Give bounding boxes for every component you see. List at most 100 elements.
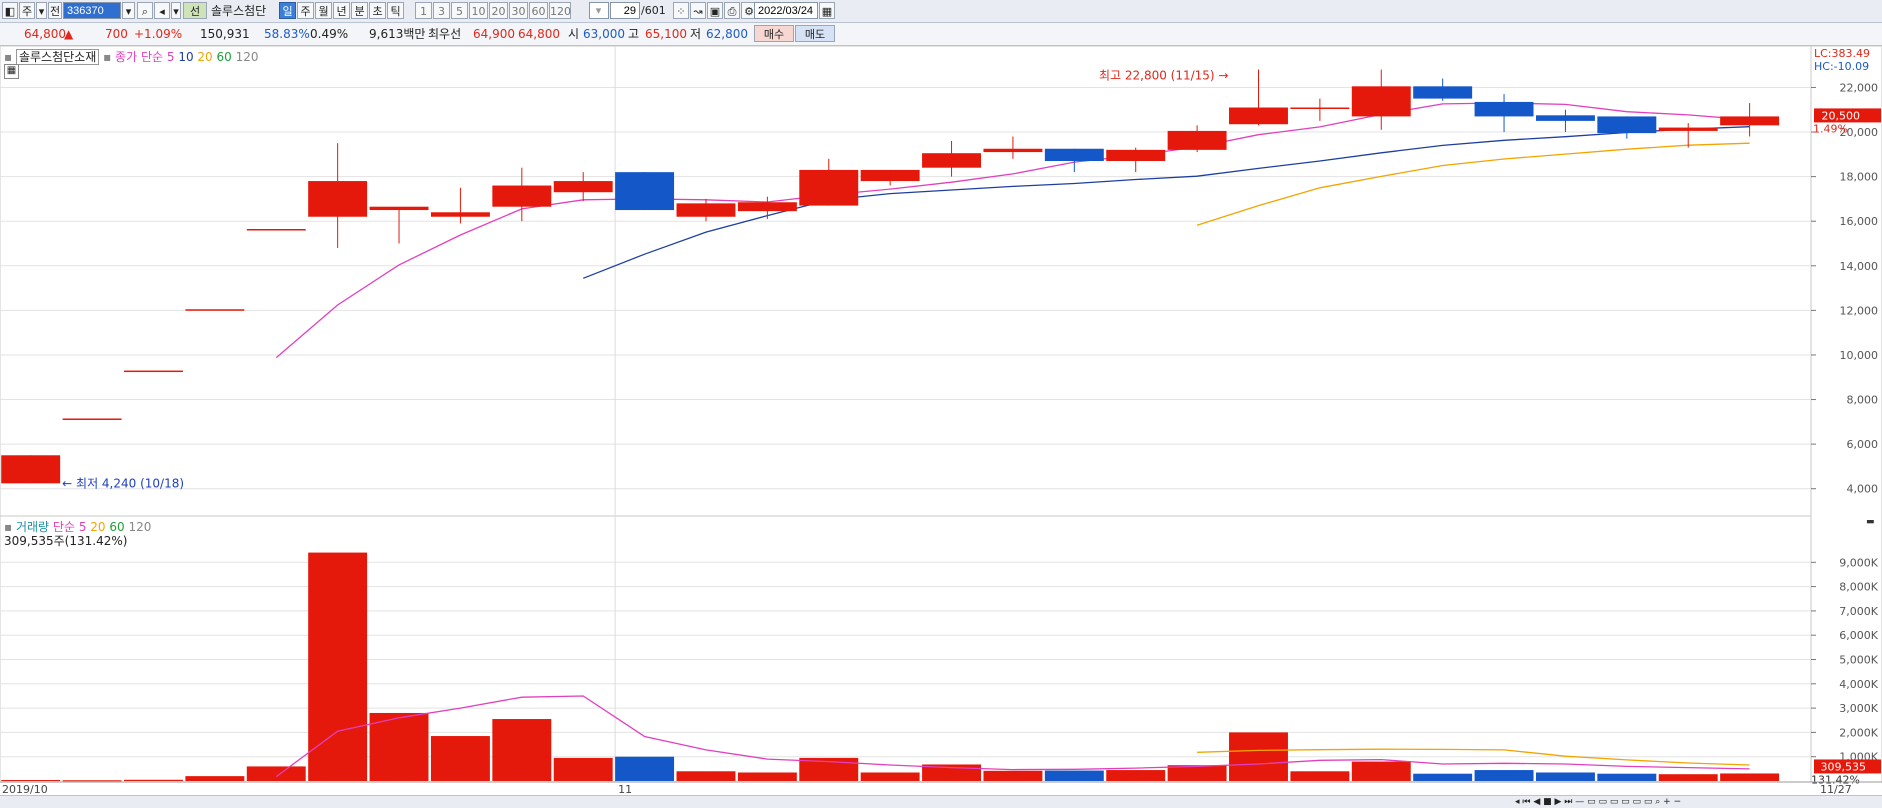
interval-button-20[interactable]: 20 xyxy=(489,2,508,19)
candle-body xyxy=(1720,116,1780,126)
candle-body xyxy=(62,418,122,420)
volume-bar xyxy=(553,757,613,781)
volume-legend-type: 단순 xyxy=(52,520,76,534)
speaker-icon[interactable]: ◂ xyxy=(154,2,170,19)
low-label: 저 xyxy=(690,27,702,41)
volume-bar xyxy=(1658,774,1718,781)
period-tab-0[interactable]: 일 xyxy=(279,2,296,19)
candle-body xyxy=(922,153,982,168)
interval-button-10[interactable]: 10 xyxy=(469,2,488,19)
candle-body xyxy=(430,212,490,217)
blank-dropdown-icon[interactable]: ▾ xyxy=(595,4,602,17)
period-tab-4[interactable]: 분 xyxy=(351,2,368,19)
current-volume-tag xyxy=(1814,759,1881,774)
volume-current-label: 309,535주(131.42%) xyxy=(4,534,128,548)
price-legend-ma-10: 10 xyxy=(174,50,194,64)
interval-button-30[interactable]: 30 xyxy=(509,2,528,19)
period-tab-3[interactable]: 년 xyxy=(333,2,350,19)
volume-bar xyxy=(1229,732,1288,781)
current-pct-label: 1.49% xyxy=(1813,122,1848,135)
quote-change: 700 xyxy=(105,27,128,41)
volume-bar xyxy=(1290,771,1350,781)
print-icon[interactable]: ⎙ xyxy=(724,2,740,19)
volume-tick-label: 7,000K xyxy=(1839,605,1878,618)
candle-body xyxy=(860,169,920,182)
count-input[interactable] xyxy=(610,2,640,19)
period-tab-5[interactable]: 초 xyxy=(369,2,386,19)
volume-panel xyxy=(0,515,1812,783)
interval-button-60[interactable]: 60 xyxy=(529,2,548,19)
volume-bar xyxy=(1597,773,1657,781)
volume-bar xyxy=(1044,770,1104,781)
price-panel xyxy=(0,46,1812,517)
price-legend-ma-20: 20 xyxy=(193,50,213,64)
sell-button[interactable]: 매도 xyxy=(795,25,835,42)
interval-button-3[interactable]: 3 xyxy=(433,2,450,19)
price-tick-label: 16,000 xyxy=(1840,215,1879,228)
panel-collapse-icon[interactable]: ▬ xyxy=(1866,517,1875,527)
buy-button[interactable]: 매수 xyxy=(754,25,794,42)
candle-body xyxy=(246,228,306,231)
stock-chart[interactable]: 4,000 6,000 8,000 10,000 12,000 14,000 16,000 1… xyxy=(0,46,1882,795)
nav-controls[interactable]: ◂ ⏮ ◀ ■ ▶ ⏭ — ▭ ▭ ▭ ▭ ▭ ▭ ⌕ + − xyxy=(1515,797,1682,807)
candle-body xyxy=(308,181,368,217)
max-price-annotation: 최고 22,800 (11/15) → xyxy=(1099,69,1229,83)
volume-bar xyxy=(246,766,306,781)
price-title[interactable]: 솔루스첨단소재 xyxy=(15,49,100,65)
stock-code-input[interactable] xyxy=(63,2,121,19)
stock-name-label: 솔루스첨단 xyxy=(211,4,267,18)
count-total-label: /601 xyxy=(641,4,666,17)
search-icon[interactable]: ⌕ xyxy=(137,2,153,19)
period-tab-6[interactable]: 틱 xyxy=(387,2,404,19)
interval-button-5[interactable]: 5 xyxy=(451,2,468,19)
price-tick-label: 20,000 xyxy=(1840,126,1879,139)
volume-bar xyxy=(860,772,920,781)
candle-body xyxy=(1,455,61,484)
volume-bar xyxy=(185,776,245,781)
code-dropdown-icon[interactable]: ▾ xyxy=(122,2,135,19)
calendar-icon[interactable]: ▦ xyxy=(819,2,835,19)
volume-bar xyxy=(1535,772,1595,781)
legend-box-icon: ▪ xyxy=(4,50,13,64)
candle-body xyxy=(369,206,429,211)
volume-legend-ma-5: 5 xyxy=(78,520,87,534)
ma20-line xyxy=(1196,142,1750,226)
quote-ratio1: 58.83% xyxy=(264,27,310,41)
volume-bar xyxy=(1167,765,1227,781)
market-dropdown-icon[interactable]: ▾ xyxy=(36,2,47,19)
code-prefix-button[interactable]: 전 xyxy=(48,2,62,19)
panel-toggle-icon[interactable]: ◧ xyxy=(2,2,18,19)
grid-table-icon[interactable]: ▦ xyxy=(4,64,19,79)
scroll-bar[interactable]: ◂ ⏮ ◀ ■ ▶ ⏭ — ▭ ▭ ▭ ▭ ▭ ▭ ⌕ + − xyxy=(0,795,1882,808)
save-icon[interactable]: ▣ xyxy=(707,2,723,19)
current-volume-pct-label: 131.42% xyxy=(1811,773,1860,786)
candle-body xyxy=(1474,101,1534,117)
period-tab-1[interactable]: 주 xyxy=(297,2,314,19)
date-input[interactable] xyxy=(754,2,818,19)
volume-tick-label: 5,000K xyxy=(1839,654,1878,667)
volume-tick-label: 9,000K xyxy=(1839,556,1878,569)
interval-button-120[interactable]: 120 xyxy=(549,2,571,19)
price-tick-label: 4,000 xyxy=(1847,483,1879,496)
interval-button-1[interactable]: 1 xyxy=(415,2,432,19)
hc-label: HC:-10.09 xyxy=(1814,60,1870,73)
volume-bar xyxy=(799,757,859,781)
open-value: 63,000 xyxy=(583,27,625,41)
blank-select[interactable] xyxy=(589,2,609,19)
open-label: 시 xyxy=(568,27,580,41)
volume-bar xyxy=(1474,770,1534,781)
pin-icon[interactable]: ⁘ xyxy=(673,2,689,19)
speaker-dropdown-icon[interactable]: ▾ xyxy=(171,2,181,19)
candle-body xyxy=(492,185,552,207)
candle-body xyxy=(1229,107,1288,125)
line-tool-icon[interactable]: ↝ xyxy=(690,2,706,19)
price-tick-label: 14,000 xyxy=(1840,260,1879,273)
volume-legend-ma-20: 20 xyxy=(86,520,106,534)
price-legend-ma-60: 60 xyxy=(212,50,232,64)
volume-bar xyxy=(1720,773,1780,781)
volume-bar xyxy=(62,780,122,782)
volume-tick-label: 6,000K xyxy=(1839,629,1878,642)
period-tab-2[interactable]: 월 xyxy=(315,2,332,19)
candle-body xyxy=(737,202,797,212)
market-select[interactable]: 주 xyxy=(19,2,35,19)
